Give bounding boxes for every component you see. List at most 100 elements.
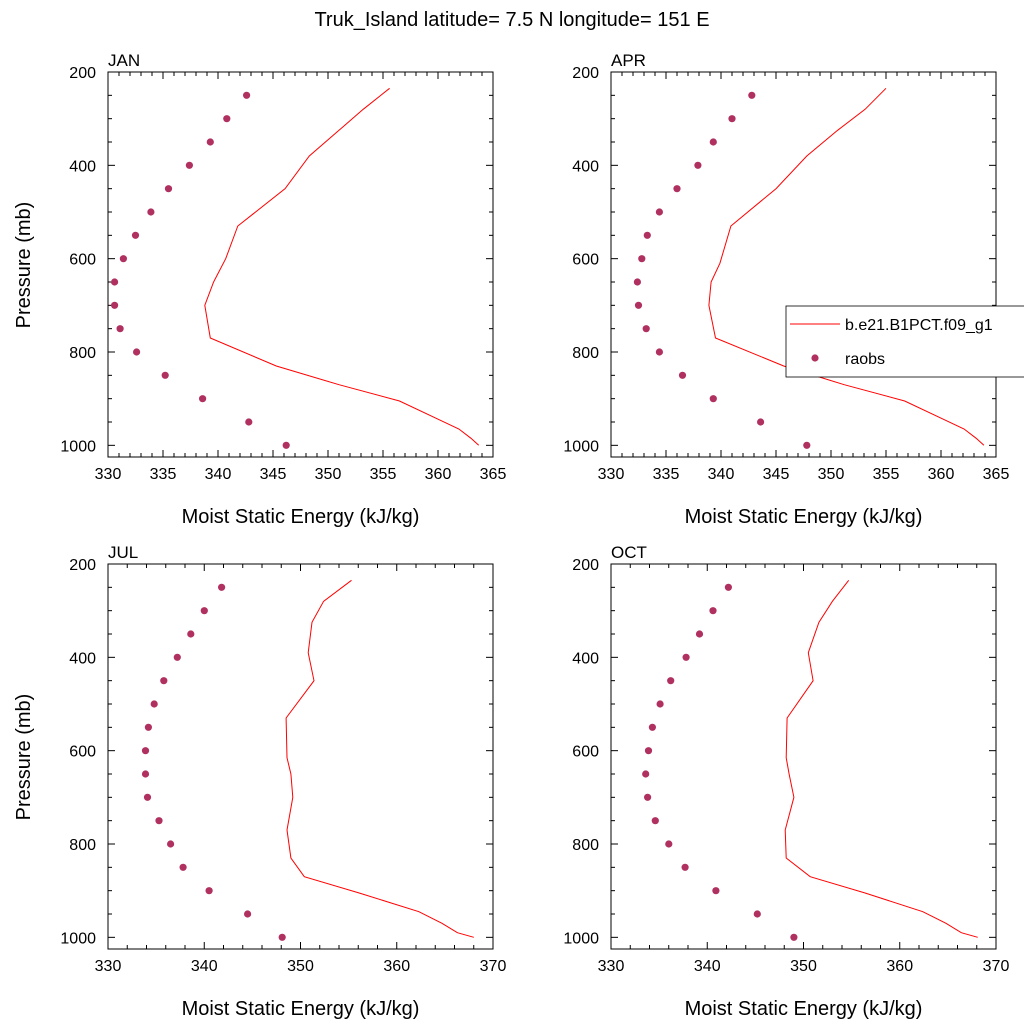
figure-title: Truk_Island latitude= 7.5 N longitude= 1… bbox=[314, 9, 709, 31]
y-tick-label: 400 bbox=[69, 650, 96, 667]
raobs-point bbox=[656, 700, 664, 708]
raobs-point bbox=[144, 723, 152, 731]
x-tick-label: 350 bbox=[818, 466, 845, 483]
plot-frame bbox=[610, 563, 997, 950]
x-tick-label: 340 bbox=[694, 958, 721, 975]
y-tick-label: 400 bbox=[572, 650, 599, 667]
legend-label-model: b.e21.B1PCT.f09_g1 bbox=[845, 317, 993, 334]
raobs-point bbox=[155, 817, 163, 825]
x-tick-label: 360 bbox=[928, 466, 955, 483]
raobs-point bbox=[179, 863, 187, 871]
x-tick-label: 330 bbox=[95, 958, 122, 975]
x-tick-label: 345 bbox=[260, 466, 287, 483]
raobs-point bbox=[173, 653, 181, 661]
raobs-point bbox=[206, 138, 214, 146]
panel-oct: OCT Moist Static Energy (kJ/kg) 330 340 35… bbox=[563, 543, 1009, 1020]
y-tick-label: 200 bbox=[69, 557, 96, 574]
raobs-point bbox=[633, 278, 641, 286]
raobs-point bbox=[185, 161, 193, 169]
legend-box bbox=[785, 305, 1024, 378]
raobs-point bbox=[678, 371, 687, 379]
model-profile-line bbox=[708, 87, 985, 446]
y-tick-label: 600 bbox=[69, 744, 96, 761]
y-tick-label: 1000 bbox=[60, 930, 96, 947]
raobs-point bbox=[205, 887, 213, 895]
y-tick-label: 200 bbox=[69, 65, 96, 82]
raobs-point bbox=[667, 677, 675, 685]
legend-label-obs: raobs bbox=[845, 351, 885, 368]
raobs-point bbox=[709, 395, 717, 403]
raobs-point bbox=[133, 348, 141, 356]
x-tick-label: 340 bbox=[205, 466, 232, 483]
raobs-point bbox=[712, 887, 720, 895]
legend: b.e21.B1PCT.f09_g1 raobs bbox=[785, 305, 1024, 378]
raobs-point bbox=[111, 301, 119, 309]
x-axis-title: Moist Static Energy (kJ/kg) bbox=[685, 506, 923, 528]
x-tick-label: 350 bbox=[790, 958, 817, 975]
x-tick-label: 330 bbox=[95, 466, 122, 483]
x-tick-label: 335 bbox=[150, 466, 177, 483]
raobs-point bbox=[709, 607, 717, 615]
y-tick-label: 1000 bbox=[60, 438, 96, 455]
x-tick-label: 340 bbox=[191, 958, 218, 975]
x-tick-label: 370 bbox=[983, 958, 1010, 975]
model-profile-line bbox=[204, 87, 480, 446]
raobs-point bbox=[119, 255, 127, 263]
x-tick-label: 360 bbox=[383, 958, 410, 975]
y-tick-label: 800 bbox=[69, 345, 96, 362]
raobs-point bbox=[147, 208, 155, 216]
raobs-point bbox=[131, 231, 140, 239]
x-tick-label: 365 bbox=[983, 466, 1010, 483]
raobs-point bbox=[111, 278, 119, 286]
raobs-point bbox=[728, 115, 736, 123]
y-tick-label: 800 bbox=[572, 345, 599, 362]
x-tick-label: 355 bbox=[873, 466, 900, 483]
raobs-point bbox=[643, 231, 651, 239]
raobs-point bbox=[199, 395, 207, 403]
y-tick-label: 400 bbox=[69, 158, 96, 175]
raobs-point bbox=[681, 863, 689, 871]
x-axis-title: Moist Static Energy (kJ/kg) bbox=[182, 998, 420, 1020]
raobs-point bbox=[164, 185, 173, 193]
raobs-point bbox=[655, 208, 663, 216]
y-tick-label: 600 bbox=[572, 252, 599, 269]
panel-jul: JUL Moist Static Energy (kJ/kg) Pressure… bbox=[13, 543, 506, 1020]
raobs-point bbox=[141, 747, 150, 755]
x-tick-label: 365 bbox=[480, 466, 507, 483]
raobs-point bbox=[753, 910, 761, 918]
raobs-point bbox=[160, 677, 168, 685]
raobs-point bbox=[644, 793, 652, 801]
panel-jan: JAN Moist Static Energy (kJ/kg) Pressure… bbox=[13, 51, 506, 528]
raobs-point bbox=[673, 185, 681, 193]
x-tick-label: 360 bbox=[886, 958, 913, 975]
y-tick-label: 200 bbox=[572, 557, 599, 574]
raobs-point bbox=[187, 630, 195, 638]
raobs-point bbox=[116, 325, 124, 333]
x-tick-label: 330 bbox=[598, 958, 625, 975]
raobs-point bbox=[694, 161, 702, 169]
x-tick-label: 340 bbox=[708, 466, 735, 483]
model-profile-line bbox=[285, 579, 474, 938]
panel-title: JUL bbox=[108, 543, 138, 562]
panel-title: OCT bbox=[611, 543, 647, 562]
raobs-point bbox=[665, 840, 673, 848]
raobs-point bbox=[161, 371, 169, 379]
y-tick-label: 600 bbox=[69, 252, 96, 269]
plot-frame bbox=[107, 71, 494, 458]
raobs-point bbox=[634, 301, 643, 309]
raobs-point bbox=[724, 583, 732, 591]
y-tick-label: 600 bbox=[572, 744, 599, 761]
raobs-point bbox=[695, 630, 704, 638]
x-tick-label: 330 bbox=[598, 466, 625, 483]
panel-apr: APR Moist Static Energy (kJ/kg) 330 335 34… bbox=[563, 51, 1009, 528]
x-axis-title: Moist Static Energy (kJ/kg) bbox=[182, 506, 420, 528]
raobs-point bbox=[709, 138, 717, 146]
plot-frame bbox=[107, 563, 494, 950]
raobs-point bbox=[218, 583, 226, 591]
raobs-point bbox=[757, 418, 765, 426]
raobs-point bbox=[642, 325, 650, 333]
raobs-point bbox=[244, 910, 252, 918]
panel-title: JAN bbox=[108, 51, 140, 70]
raobs-point bbox=[748, 91, 756, 99]
